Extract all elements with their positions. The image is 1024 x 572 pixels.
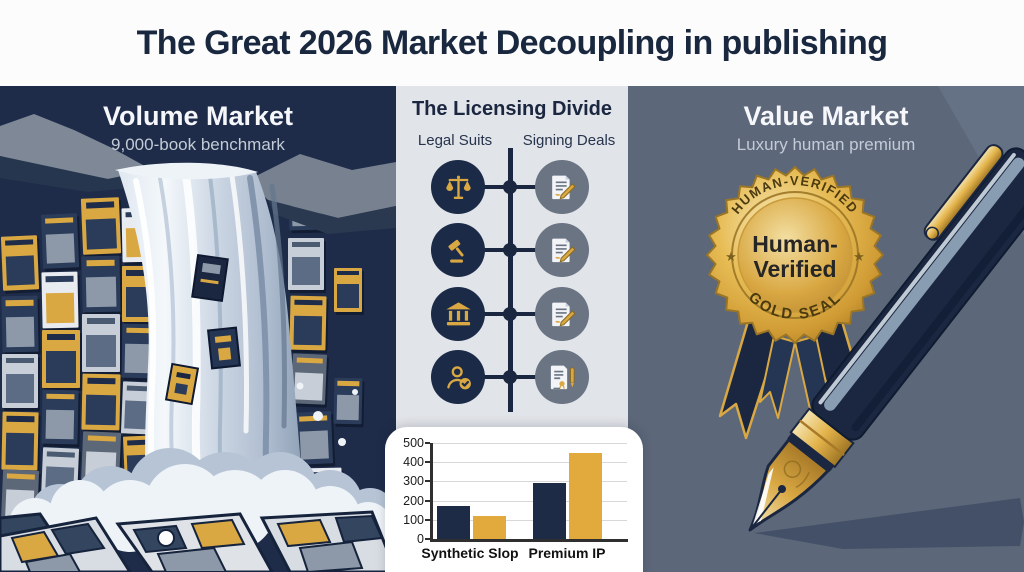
timeline-left-node <box>431 287 485 341</box>
courthouse-icon <box>443 299 474 330</box>
timeline-left-node <box>431 160 485 214</box>
fountain-pen <box>748 144 1024 532</box>
scales-icon <box>443 172 474 203</box>
category-label: Synthetic Slop <box>421 545 519 561</box>
signed-contract-icon <box>547 235 578 266</box>
timeline-axis <box>508 148 513 412</box>
timeline-dot <box>503 307 517 321</box>
y-axis <box>430 443 433 541</box>
y-axis-tick <box>425 442 430 444</box>
signing-deals-label: Signing Deals <box>522 132 616 149</box>
timeline-dot <box>503 370 517 384</box>
market-comparison-chart-card: 0 100 200 300 400 500 Synthetic Slop Premium IP <box>385 427 643 572</box>
book-cover-tile <box>288 238 324 290</box>
bar-chart: 0 100 200 300 400 500 Synthetic Slop Premium IP <box>385 427 643 572</box>
value-market-panel: HUMAN-VERIFIED GOLD SEAL Human- Verified… <box>628 86 1024 572</box>
y-axis-tick-label: 500 <box>403 436 424 450</box>
seal-star-left-icon: ★ <box>725 249 737 264</box>
y-axis-tick <box>425 518 430 521</box>
volume-market-title: Volume Market <box>102 101 294 131</box>
comic-pages <box>0 510 396 572</box>
volume-market-subtitle: 9,000-book benchmark <box>111 135 285 154</box>
value-market-title: Value Market <box>743 101 909 131</box>
timeline-left-node <box>431 223 485 277</box>
timeline-right-node <box>535 350 589 404</box>
pen-shadow <box>754 498 1024 549</box>
category-label: Premium IP <box>528 545 606 561</box>
bar-navy <box>533 483 566 539</box>
gold-seal: HUMAN-VERIFIED GOLD SEAL Human- Verified… <box>706 166 884 344</box>
book-cover-tile <box>42 330 80 388</box>
gridline <box>431 462 627 464</box>
timeline-right-node <box>535 287 589 341</box>
gridline <box>431 443 627 444</box>
gavel-icon <box>443 235 474 266</box>
bar-gold <box>569 452 602 539</box>
bar-gold <box>473 515 506 539</box>
gridline <box>431 500 627 502</box>
y-axis-tick <box>425 461 430 464</box>
main-title: The Great 2026 Market Decoupling in publ… <box>136 23 888 62</box>
header: The Great 2026 Market Decoupling in publ… <box>0 0 1024 86</box>
contract-seal-pen-icon <box>547 362 578 393</box>
waterfall-illustration <box>0 114 396 572</box>
y-axis-tick <box>425 499 430 502</box>
licensing-timeline <box>396 86 628 572</box>
y-axis-tick-label: 100 <box>403 512 424 527</box>
seal-star-right-icon: ★ <box>853 249 865 264</box>
legal-suits-label: Legal Suits <box>417 132 493 149</box>
timeline-dot <box>503 243 517 257</box>
licensing-divide-title: The Licensing Divide <box>411 98 613 120</box>
signed-contract-icon <box>547 172 578 203</box>
x-axis <box>430 539 628 542</box>
timeline-left-node <box>431 350 485 404</box>
pen-barrel <box>811 147 1024 441</box>
volume-market-panel: Volume Market 9,000-book benchmark <box>0 86 396 572</box>
y-axis-tick <box>425 480 430 483</box>
seal-center-line1: Human- <box>752 231 838 257</box>
bar-navy <box>437 506 470 539</box>
person-verified-icon <box>443 362 474 393</box>
timeline-right-node <box>535 160 589 214</box>
book-cover-tile <box>334 268 362 312</box>
y-axis-tick-label: 300 <box>403 474 424 489</box>
book-cover-tile <box>82 314 120 372</box>
y-axis-tick-label: 0 <box>417 532 424 546</box>
seal-center-line2: Verified <box>753 256 836 282</box>
signed-contract-icon <box>547 299 578 330</box>
y-axis-tick <box>425 538 430 540</box>
cliff-rocks <box>0 114 396 234</box>
gridline <box>431 519 627 521</box>
y-axis-tick-label: 400 <box>403 455 424 470</box>
falling-books <box>164 253 242 406</box>
timeline-dot <box>503 180 517 194</box>
book-cover-tile <box>2 354 38 408</box>
value-market-subtitle: Luxury human premium <box>736 135 916 154</box>
gridline <box>431 481 627 483</box>
y-axis-tick-label: 200 <box>403 493 424 508</box>
value-market-illustration: HUMAN-VERIFIED GOLD SEAL Human- Verified… <box>706 86 1024 549</box>
timeline-right-node <box>535 223 589 277</box>
